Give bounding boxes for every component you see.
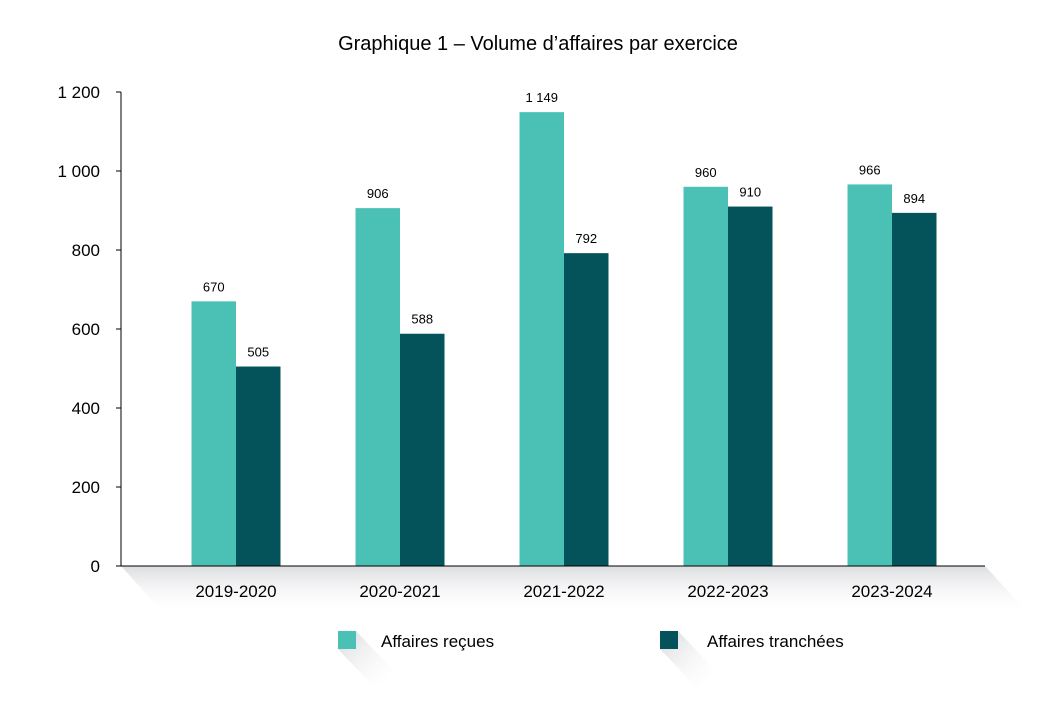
bar-affaires-tranchees: [564, 253, 609, 566]
data-label: 1 149: [525, 90, 558, 105]
bar-affaires-tranchees: [892, 212, 937, 566]
axis-shadow: [121, 566, 1030, 615]
x-tick-label: 2022-2023: [687, 582, 768, 601]
legend-swatch: [338, 631, 356, 649]
y-tick-label: 800: [72, 241, 100, 260]
y-tick-label: 400: [72, 399, 100, 418]
y-tick-label: 600: [72, 320, 100, 339]
data-label: 894: [903, 191, 925, 206]
legend-label: Affaires tranchées: [707, 632, 844, 651]
y-tick-label: 0: [91, 557, 100, 576]
bar-affaires-tranchees: [400, 333, 445, 566]
data-label: 906: [367, 186, 389, 201]
y-tick-label: 200: [72, 478, 100, 497]
data-label: 670: [203, 279, 225, 294]
bar-affaires-recues: [191, 301, 236, 566]
bar-affaires-recues: [519, 112, 564, 567]
x-tick-label: 2019-2020: [195, 582, 276, 601]
x-tick-label: 2023-2024: [851, 582, 932, 601]
bar-affaires-recues: [847, 184, 892, 566]
data-label: 960: [695, 165, 717, 180]
bar-affaires-tranchees: [728, 206, 773, 567]
x-tick-label: 2020-2021: [359, 582, 440, 601]
data-label: 910: [739, 185, 761, 200]
bar-affaires-recues: [683, 186, 728, 567]
legend-label: Affaires reçues: [381, 632, 494, 651]
data-label: 792: [575, 231, 597, 246]
bar-affaires-recues: [355, 208, 400, 566]
legend-swatch: [660, 631, 678, 649]
y-tick-label: 1 200: [57, 83, 100, 102]
data-label: 588: [411, 312, 433, 327]
y-tick-label: 1 000: [57, 162, 100, 181]
chart-title: Graphique 1 – Volume d’affaires par exer…: [338, 33, 738, 55]
data-label: 966: [859, 162, 881, 177]
bar-affaires-tranchees: [236, 366, 281, 566]
x-tick-label: 2021-2022: [523, 582, 604, 601]
data-label: 505: [247, 345, 269, 360]
